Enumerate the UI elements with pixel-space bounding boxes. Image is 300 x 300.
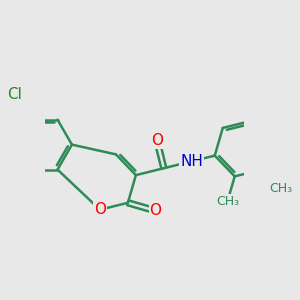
Text: CH₃: CH₃ <box>216 195 239 208</box>
Text: CH₃: CH₃ <box>269 182 292 195</box>
Text: O: O <box>150 203 162 218</box>
Text: NH: NH <box>180 154 203 169</box>
Text: Cl: Cl <box>7 87 22 102</box>
Text: O: O <box>151 133 163 148</box>
Text: O: O <box>94 202 106 217</box>
